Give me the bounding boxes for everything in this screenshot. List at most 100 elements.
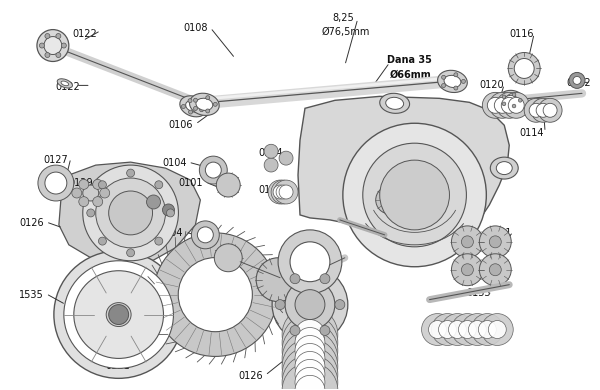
Text: 0121: 0121 (106, 362, 130, 371)
Circle shape (282, 307, 338, 362)
Circle shape (514, 58, 534, 78)
Circle shape (428, 321, 446, 339)
Circle shape (512, 104, 516, 108)
Text: 0131: 0131 (487, 228, 512, 238)
Circle shape (573, 76, 581, 84)
Circle shape (282, 330, 338, 386)
Circle shape (536, 103, 550, 117)
Ellipse shape (444, 75, 461, 87)
Circle shape (93, 197, 103, 207)
Circle shape (216, 173, 240, 197)
Circle shape (61, 43, 67, 48)
Circle shape (93, 179, 103, 190)
Circle shape (478, 321, 496, 339)
Text: 0122: 0122 (56, 82, 80, 92)
Circle shape (481, 314, 513, 346)
Circle shape (282, 362, 338, 390)
Text: Ø76,5mm: Ø76,5mm (322, 27, 370, 37)
Circle shape (380, 160, 449, 230)
Ellipse shape (54, 251, 184, 378)
Circle shape (295, 351, 325, 381)
Ellipse shape (64, 261, 173, 369)
Text: 0116: 0116 (509, 28, 534, 39)
Circle shape (163, 204, 175, 216)
Circle shape (279, 151, 293, 165)
Circle shape (490, 236, 501, 248)
Circle shape (502, 95, 506, 99)
Circle shape (479, 254, 511, 286)
Circle shape (461, 80, 466, 83)
Circle shape (490, 92, 515, 118)
Circle shape (488, 321, 506, 339)
Text: 0118: 0118 (363, 215, 387, 225)
Circle shape (569, 73, 585, 89)
Circle shape (264, 144, 278, 158)
Circle shape (479, 226, 511, 258)
Circle shape (205, 162, 221, 178)
Ellipse shape (61, 81, 68, 86)
Circle shape (191, 221, 219, 249)
Circle shape (335, 300, 345, 310)
Text: 0126: 0126 (19, 218, 44, 228)
Ellipse shape (106, 303, 131, 326)
Circle shape (285, 280, 335, 330)
Circle shape (518, 99, 522, 102)
Circle shape (56, 53, 61, 57)
Circle shape (439, 321, 457, 339)
Circle shape (98, 237, 106, 245)
Text: 0108: 0108 (116, 198, 140, 208)
Ellipse shape (504, 95, 518, 105)
Text: 0135: 0135 (133, 205, 157, 215)
Ellipse shape (180, 96, 207, 117)
Circle shape (44, 37, 62, 55)
Circle shape (490, 264, 501, 276)
Circle shape (290, 326, 300, 335)
Circle shape (363, 143, 466, 247)
Circle shape (188, 110, 193, 114)
Circle shape (295, 319, 325, 349)
Circle shape (431, 314, 463, 346)
Circle shape (458, 321, 476, 339)
Ellipse shape (74, 271, 163, 358)
Circle shape (494, 98, 510, 113)
Circle shape (127, 249, 134, 257)
Circle shape (538, 98, 562, 122)
Circle shape (290, 274, 300, 284)
Circle shape (442, 83, 446, 87)
Circle shape (508, 53, 540, 84)
Text: 0103: 0103 (258, 185, 283, 195)
Circle shape (96, 178, 166, 248)
Circle shape (482, 92, 508, 118)
Circle shape (295, 290, 325, 319)
Circle shape (454, 73, 458, 77)
Circle shape (469, 321, 487, 339)
Circle shape (56, 34, 61, 39)
Text: 0101: 0101 (178, 178, 203, 188)
Circle shape (502, 102, 506, 106)
Circle shape (45, 172, 67, 194)
Ellipse shape (437, 70, 467, 92)
Circle shape (376, 186, 404, 214)
Circle shape (451, 254, 484, 286)
Circle shape (274, 180, 298, 204)
Circle shape (320, 326, 330, 335)
Circle shape (38, 165, 74, 201)
Circle shape (295, 335, 325, 365)
Circle shape (543, 103, 557, 117)
Circle shape (461, 236, 473, 248)
Circle shape (282, 323, 338, 378)
Circle shape (214, 102, 217, 106)
Text: 0133: 0133 (466, 288, 491, 298)
Circle shape (279, 185, 293, 199)
Circle shape (282, 355, 338, 390)
Circle shape (206, 96, 210, 100)
Circle shape (193, 98, 197, 102)
Circle shape (181, 105, 185, 108)
Circle shape (40, 43, 44, 48)
Text: 0126: 0126 (238, 371, 263, 381)
Circle shape (206, 109, 210, 113)
Circle shape (109, 191, 152, 235)
Circle shape (398, 186, 425, 214)
Circle shape (79, 197, 89, 207)
Ellipse shape (490, 157, 518, 179)
